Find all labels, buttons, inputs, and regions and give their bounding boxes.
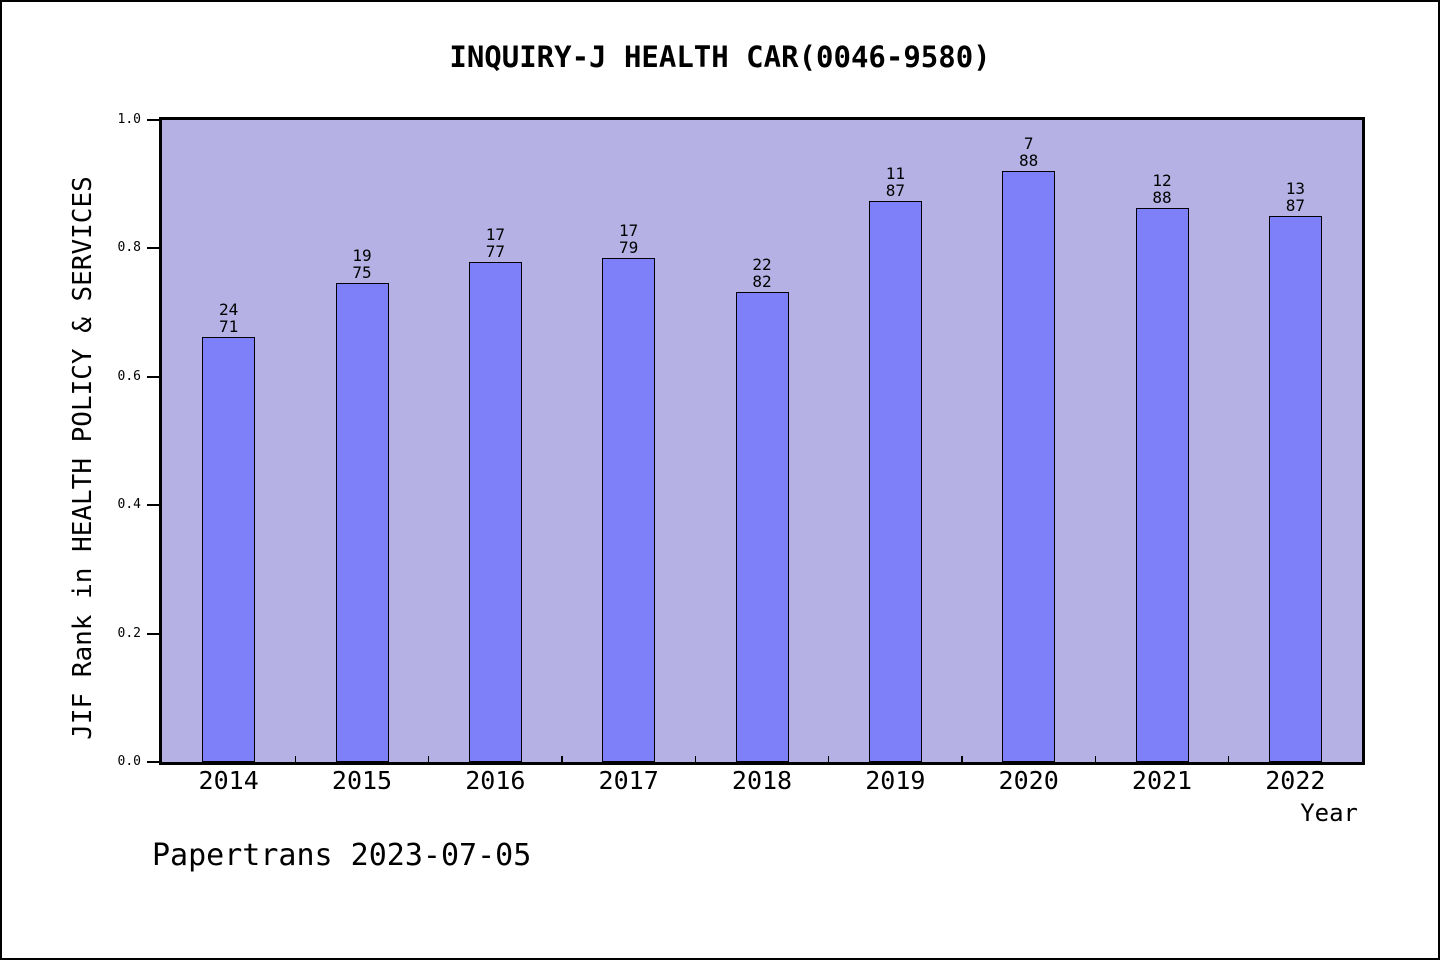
bar-2019 [868, 201, 922, 762]
x-tick-label-2014: 2014 [198, 766, 259, 795]
y-axis-title: JIF Rank in HEALTH POLICY & SERVICES [68, 176, 98, 740]
bar-total-value: 82 [752, 272, 772, 291]
bar-2022 [1268, 216, 1322, 762]
y-axis-tick [147, 632, 159, 635]
y-tick-label-0.2: 0.2 [117, 625, 141, 641]
y-tick-label-1.0: 1.0 [117, 112, 141, 127]
x-tick-label-2015: 2015 [331, 766, 393, 795]
bar-total-value: 88 [1019, 151, 1039, 170]
y-axis-tick [147, 504, 159, 507]
x-minor-tick [561, 756, 563, 762]
bar-total-value: 79 [619, 238, 639, 257]
bar-rank-value: 13 [1285, 179, 1305, 198]
watermark: Papertrans 2023-07-05 [152, 838, 532, 873]
bar-2014 [202, 337, 256, 762]
bar-rank-value: 17 [619, 221, 639, 240]
x-tick-label-2016: 2016 [465, 766, 526, 795]
bar-total-value: 87 [1285, 196, 1305, 215]
bar-rank-value: 19 [352, 246, 372, 265]
y-axis-tick [147, 761, 159, 763]
bar-value-label-2019: 11 87 [845, 165, 945, 199]
y-tick-label-0.4: 0.4 [117, 497, 141, 513]
bar-value-label-2020: 7 88 [979, 135, 1079, 169]
bar-2018 [735, 292, 789, 762]
y-axis-tick [147, 247, 159, 250]
x-minor-tick [827, 756, 830, 762]
y-axis-tick [147, 119, 159, 121]
x-tick-label-2020: 2020 [998, 766, 1059, 795]
bar-value-label-2018: 22 82 [712, 256, 812, 290]
bar-2017 [602, 258, 656, 762]
bar-value-label-2016: 17 77 [445, 226, 545, 260]
bar-total-value: 88 [1152, 188, 1172, 207]
bar-rank-value: 11 [885, 164, 905, 183]
x-tick-label-2021: 2021 [1131, 766, 1193, 795]
bar-value-label-2017: 17 79 [579, 222, 679, 256]
plot-area: 24 71 19 75 17 77 17 79 22 82 11 87 7 88 12 88 13 87 [159, 117, 1365, 765]
x-tick-label-2017: 2017 [598, 766, 659, 795]
bar-rank-value: 12 [1152, 171, 1172, 190]
bar-value-label-2022: 13 87 [1245, 180, 1345, 214]
x-axis-title: Year [1300, 799, 1358, 827]
y-axis-tick [147, 375, 159, 378]
bar-2021 [1135, 208, 1189, 762]
bar-total-value: 71 [219, 317, 239, 336]
bar-rank-value: 22 [752, 255, 772, 274]
x-minor-tick [961, 756, 963, 762]
bar-total-value: 75 [352, 263, 372, 282]
x-minor-tick [694, 756, 697, 762]
x-tick-label-2022: 2022 [1265, 766, 1326, 795]
x-minor-tick [294, 756, 297, 762]
bar-value-label-2014: 24 71 [179, 301, 279, 335]
bar-2015 [335, 283, 389, 762]
bar-rank-value: 24 [219, 300, 239, 319]
bar-value-label-2021: 12 88 [1112, 172, 1212, 206]
x-minor-tick [1094, 756, 1097, 762]
chart-title: INQUIRY-J HEALTH CAR(0046-9580) [449, 40, 991, 74]
bar-2016 [468, 262, 522, 762]
x-tick-label-2019: 2019 [865, 766, 926, 795]
bar-rank-value: 7 [1023, 134, 1034, 153]
bar-total-value: 87 [885, 181, 905, 200]
bar-2020 [1002, 171, 1056, 762]
x-minor-tick [1227, 756, 1230, 762]
y-tick-label-0.8: 0.8 [117, 240, 141, 256]
x-tick-label-2018: 2018 [731, 766, 793, 795]
y-tick-label-0.6: 0.6 [117, 368, 141, 384]
bar-value-label-2015: 19 75 [312, 247, 412, 281]
y-tick-label-0.0: 0.0 [117, 754, 141, 769]
bar-total-value: 77 [485, 242, 505, 261]
bar-rank-value: 17 [485, 225, 505, 244]
x-minor-tick [427, 756, 430, 762]
